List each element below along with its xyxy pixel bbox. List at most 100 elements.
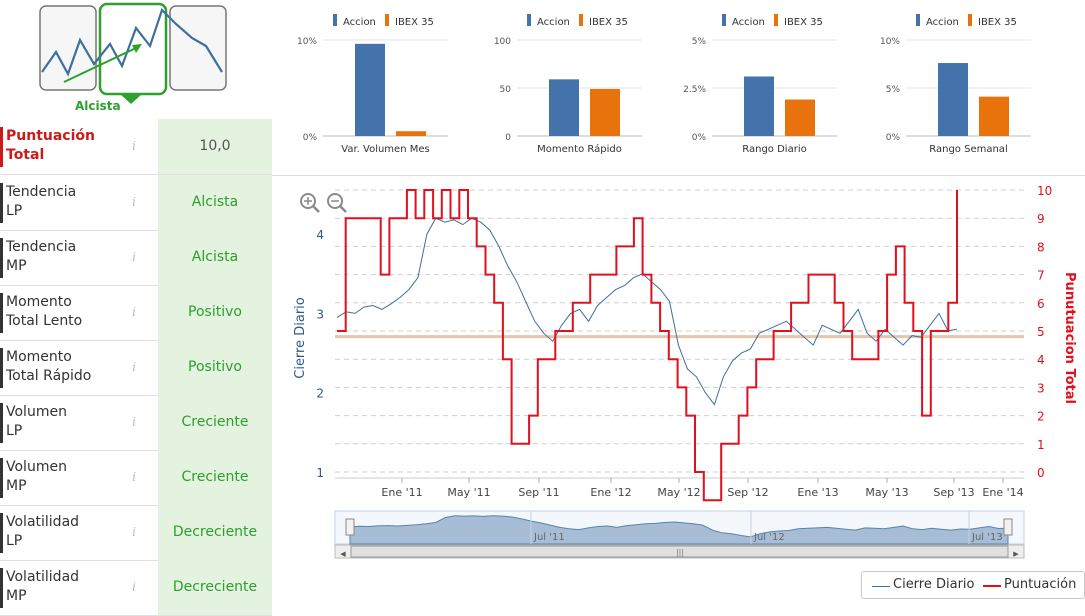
legend-score-swatch [983,585,1001,587]
y-tick-label: 0% [692,133,707,143]
right-tick-label: 2 [1037,410,1045,424]
score-row: Puntuación Total i 10,0 [0,119,272,175]
x-tick-label: Ene '13 [797,486,838,499]
bar-ibex [979,96,1009,136]
navigator[interactable] [334,510,1025,545]
info-icon[interactable]: i [132,250,136,264]
y-tick-label: 5% [886,85,901,95]
x-tick-label: Ene '11 [381,486,422,499]
legend-score-label[interactable]: Puntuación [1004,577,1077,592]
row-label-line1: Puntuación [6,128,95,144]
legend-ibex-label: IBEX 35 [395,17,434,28]
info-icon[interactable]: i [132,525,136,539]
row-marker [0,513,3,553]
y-tick-label: 10% [297,37,317,47]
row-value: Decreciente [158,560,272,615]
row-marker [0,183,3,223]
row-label-line2: MP [6,478,27,494]
x-tick-label: May '13 [865,486,908,499]
info-icon[interactable]: i [132,305,136,319]
navigator-area [349,515,1009,545]
chart-title: Rango Semanal [929,144,1007,155]
row-value: Alcista [158,230,272,285]
bar-ibex [590,88,620,136]
price-line [336,217,958,406]
divider [272,175,1085,176]
row-value: Decreciente [158,505,272,560]
legend-ibex-swatch [579,14,583,26]
row-value: Positivo [158,285,272,340]
row-label: Tendencia LP [6,183,76,221]
navigator-tick-label: Jul '12 [753,532,785,543]
left-axis-title: Cierre Diario [293,297,308,379]
row-label-line2: LP [6,203,23,219]
right-tick-label: 8 [1037,240,1045,254]
y-tick-label: 5% [692,37,707,47]
row-marker [0,127,3,167]
row-label-line1: Momento [6,294,72,310]
chart-title: Momento Rápido [537,143,622,155]
y-tick-label: 10% [880,37,900,47]
navigator-handle[interactable] [1003,518,1013,536]
row-label: Momento Total Lento [6,293,82,331]
row-value: 10,0 [158,119,272,174]
score-row: Volatilidad LP i Decreciente [0,505,272,561]
scrollbar-grip-icon: ||| [676,548,684,557]
zoom-in-circle [300,193,316,209]
row-value: Positivo [158,340,272,395]
row-label-line1: Tendencia [6,184,77,200]
x-tick-label: Ene '14 [982,486,1023,499]
navigator-handle[interactable] [345,518,355,536]
right-tick-label: 10 [1037,184,1052,198]
zoom-in-icon[interactable] [300,193,320,213]
x-tick-label: May '12 [657,486,700,499]
scrollbar-track [334,544,1025,559]
legend-accion-swatch [527,14,531,26]
right-tick-label: 3 [1037,381,1045,395]
x-tick-label: Sep '12 [727,486,768,499]
legend-ibex-label: IBEX 35 [589,17,628,28]
zoom-out-icon[interactable] [327,193,347,213]
info-icon[interactable]: i [132,580,136,594]
x-tick-label: May '11 [447,486,490,499]
info-icon[interactable]: i [132,415,136,429]
row-label: Volumen MP [6,458,67,496]
legend-accion-label: Accion [732,17,765,28]
legend-ibex-label: IBEX 35 [784,17,823,28]
right-tick-label: 5 [1037,325,1045,339]
score-line [337,189,958,502]
right-tick-label: 9 [1037,212,1045,226]
info-icon[interactable]: i [132,139,136,153]
scrollbar[interactable] [334,544,1025,559]
info-icon[interactable]: i [132,470,136,484]
scrollbar-thumb [350,545,1009,558]
row-label: Puntuación Total [6,127,95,165]
legend-line-label[interactable]: Cierre Diario [893,577,975,592]
score-panel: Alcista [0,0,272,614]
right-tick-label: 6 [1037,297,1045,311]
chart-legend[interactable]: Cierre Diario Puntuación [861,571,1085,599]
trend-label: Alcista [75,99,121,113]
info-icon[interactable]: i [132,195,136,209]
legend-accion-label: Accion [537,17,570,28]
row-label-line2: Total Lento [6,313,83,329]
right-tick-label: 7 [1037,269,1045,283]
bar-accion [549,79,579,136]
bar-ibex [396,131,426,136]
info-icon[interactable]: i [132,360,136,374]
left-tick-label: 4 [316,228,324,242]
row-marker [0,403,3,443]
legend-ibex-swatch [774,14,778,26]
row-value: Creciente [158,395,272,450]
legend-line-swatch [872,586,890,587]
legend-accion-label: Accion [343,17,376,28]
row-label-line1: Volumen [6,404,67,420]
row-label: Volatilidad MP [6,568,79,606]
row-value: Creciente [158,450,272,505]
row-label: Volatilidad LP [6,513,79,551]
row-label-line2: MP [6,588,27,604]
row-marker [0,458,3,498]
row-label-line1: Volatilidad [6,569,80,585]
row-marker [0,238,3,278]
left-tick-label: 1 [316,466,324,480]
